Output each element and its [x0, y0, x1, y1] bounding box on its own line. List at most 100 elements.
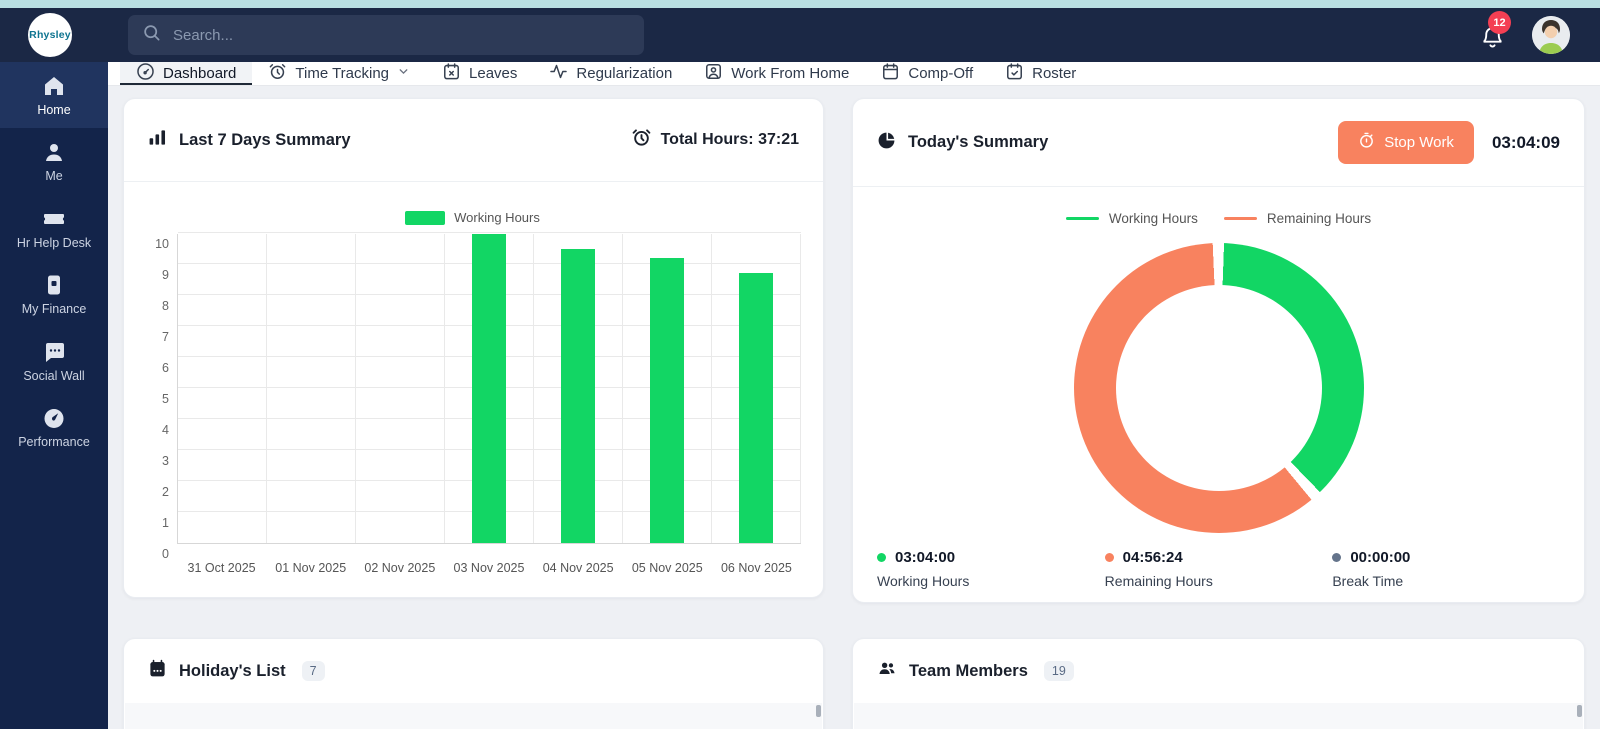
- y-axis-tick: 4: [162, 423, 169, 437]
- donut-legend-item[interactable]: Remaining Hours: [1223, 211, 1371, 226]
- chart-column: [712, 234, 801, 543]
- working-hours-bar[interactable]: [472, 233, 506, 543]
- working-hours-bar[interactable]: [561, 248, 595, 543]
- legend-label: Working Hours: [1108, 211, 1198, 226]
- tab-label: Roster: [1032, 65, 1077, 82]
- notification-count-badge[interactable]: 12: [1488, 11, 1511, 34]
- x-axis-label: 01 Nov 2025: [275, 561, 347, 575]
- tab-dashboard[interactable]: Dashboard: [120, 62, 253, 85]
- app-logo[interactable]: Rhysley: [28, 13, 72, 57]
- team-scrollbar[interactable]: [1577, 705, 1582, 717]
- chart-column: [178, 234, 267, 543]
- tab-roster[interactable]: Roster: [989, 62, 1092, 85]
- working-hours-bar[interactable]: [650, 258, 684, 543]
- chart-column: [534, 234, 623, 543]
- sidebar-item-label: Me: [45, 169, 63, 184]
- last7-bar-chart: Working Hours 0 1 2 3 4 5 6 7 8 9 10 31 Oct 2025 01…: [124, 182, 823, 575]
- stat-remaining-hours: 04:56:24 Remaining Hours: [1104, 549, 1333, 589]
- holidays-table-header: [125, 703, 822, 729]
- x-axis-label: 06 Nov 2025: [720, 561, 792, 575]
- x-axis-label: 02 Nov 2025: [364, 561, 436, 575]
- chevron-down-icon: [397, 65, 410, 82]
- working-hours-bar[interactable]: [739, 273, 773, 543]
- sidebar-item-me[interactable]: Me: [0, 128, 108, 194]
- y-axis-tick: 6: [162, 361, 169, 375]
- sidebar-item-social-wall[interactable]: Social Wall: [0, 328, 108, 394]
- donut-legend-item[interactable]: Working Hours: [1065, 211, 1198, 226]
- stat-label: Remaining Hours: [1104, 573, 1213, 589]
- bar-chart-plot-area: [177, 232, 801, 544]
- last7-card-title: Last 7 Days Summary: [179, 130, 351, 149]
- holidays-title: Holiday's List: [179, 661, 286, 680]
- x-axis-label: 31 Oct 2025: [187, 561, 256, 575]
- stat-value: 00:00:00: [1350, 549, 1411, 566]
- sidebar-item-performance[interactable]: Performance: [0, 394, 108, 460]
- user-avatar[interactable]: [1532, 16, 1570, 54]
- stat-dot: [1104, 553, 1114, 562]
- today-card-title: Today's Summary: [908, 133, 1049, 151]
- dashboard-content: Last 7 Days Summary Total Hours: 37:21: [108, 86, 1600, 729]
- stat-dot: [877, 553, 886, 562]
- chart-column: [356, 234, 445, 543]
- team-members-card: Team Members 19: [852, 638, 1585, 729]
- y-axis-tick: 5: [162, 392, 169, 406]
- notifications-button[interactable]: 12: [1480, 11, 1511, 51]
- alarm-clock-icon: [632, 128, 651, 152]
- stop-work-button[interactable]: Stop Work: [1338, 121, 1474, 164]
- legend-swatch: [405, 210, 446, 225]
- team-table-header: [854, 703, 1583, 729]
- stat-value: 03:04:00: [895, 549, 956, 566]
- calendar-icon: [148, 659, 167, 683]
- sidebar-item-my-finance[interactable]: My Finance: [0, 261, 108, 327]
- finance-icon: [42, 273, 66, 297]
- y-axis-tick: 7: [162, 330, 169, 344]
- x-axis-label: 05 Nov 2025: [631, 561, 703, 575]
- pie-chart-icon: [877, 131, 896, 155]
- search-icon: [142, 23, 161, 47]
- team-count-badge: 19: [1043, 661, 1074, 681]
- legend-label: Working Hours: [454, 210, 540, 225]
- today-donut-chart: [1073, 243, 1364, 533]
- chart-column: [267, 234, 356, 543]
- social-icon: [42, 340, 66, 364]
- donut-legend: Working Hours Remaining Hours: [853, 211, 1584, 226]
- donut-hole: [1115, 285, 1322, 491]
- holidays-scrollbar[interactable]: [816, 705, 821, 717]
- bar-chart-legend: Working Hours: [144, 210, 801, 225]
- sidebar-item-home[interactable]: Home: [0, 62, 108, 129]
- sidebar-item-label: Hr Help Desk: [16, 235, 92, 250]
- stopwatch-icon: [1358, 132, 1375, 153]
- tab-regularization[interactable]: Regularization: [533, 62, 688, 85]
- tab-work-from-home[interactable]: Work From Home: [688, 62, 865, 85]
- calendar-x-icon: [442, 62, 461, 85]
- chart-column: [445, 233, 534, 543]
- team-title-row: Team Members 19: [877, 659, 1074, 683]
- x-axis-label: 04 Nov 2025: [542, 561, 614, 575]
- bar-chart-y-axis: 0 1 2 3 4 5 6 7 8 9 10: [144, 234, 177, 561]
- last-7-days-summary-card: Last 7 Days Summary Total Hours: 37:21: [123, 98, 824, 598]
- sidebar-item-hr-help-desk[interactable]: Hr Help Desk: [0, 195, 108, 261]
- sidebar-item-label: Social Wall: [23, 368, 85, 383]
- search-input[interactable]: [173, 26, 630, 44]
- holidays-title-row: Holiday's List 7: [148, 659, 325, 683]
- last7-card-title-row: Last 7 Days Summary: [148, 128, 351, 152]
- y-axis-tick: 10: [155, 237, 169, 251]
- x-axis-label: 03 Nov 2025: [453, 561, 525, 575]
- total-hours-value: Total Hours: 37:21: [660, 131, 799, 148]
- y-axis-tick: 0: [162, 547, 169, 561]
- y-axis-tick: 8: [162, 299, 169, 313]
- tab-leaves[interactable]: Leaves: [426, 62, 533, 85]
- holidays-count-badge: 7: [301, 661, 325, 681]
- tab-comp-off[interactable]: Comp-Off: [865, 62, 989, 85]
- global-search[interactable]: [128, 15, 644, 55]
- tab-label: Dashboard: [163, 65, 237, 82]
- work-timer: 03:04:09: [1491, 132, 1560, 152]
- avatar-image: [1532, 16, 1570, 54]
- tab-label: Work From Home: [731, 65, 850, 82]
- sidebar-item-label: Home: [37, 103, 71, 117]
- gridline: [178, 232, 801, 233]
- tab-time-tracking[interactable]: Time Tracking: [252, 62, 426, 85]
- tab-label: Comp-Off: [908, 65, 974, 82]
- users-icon: [877, 659, 897, 683]
- y-axis-tick: 3: [162, 454, 169, 468]
